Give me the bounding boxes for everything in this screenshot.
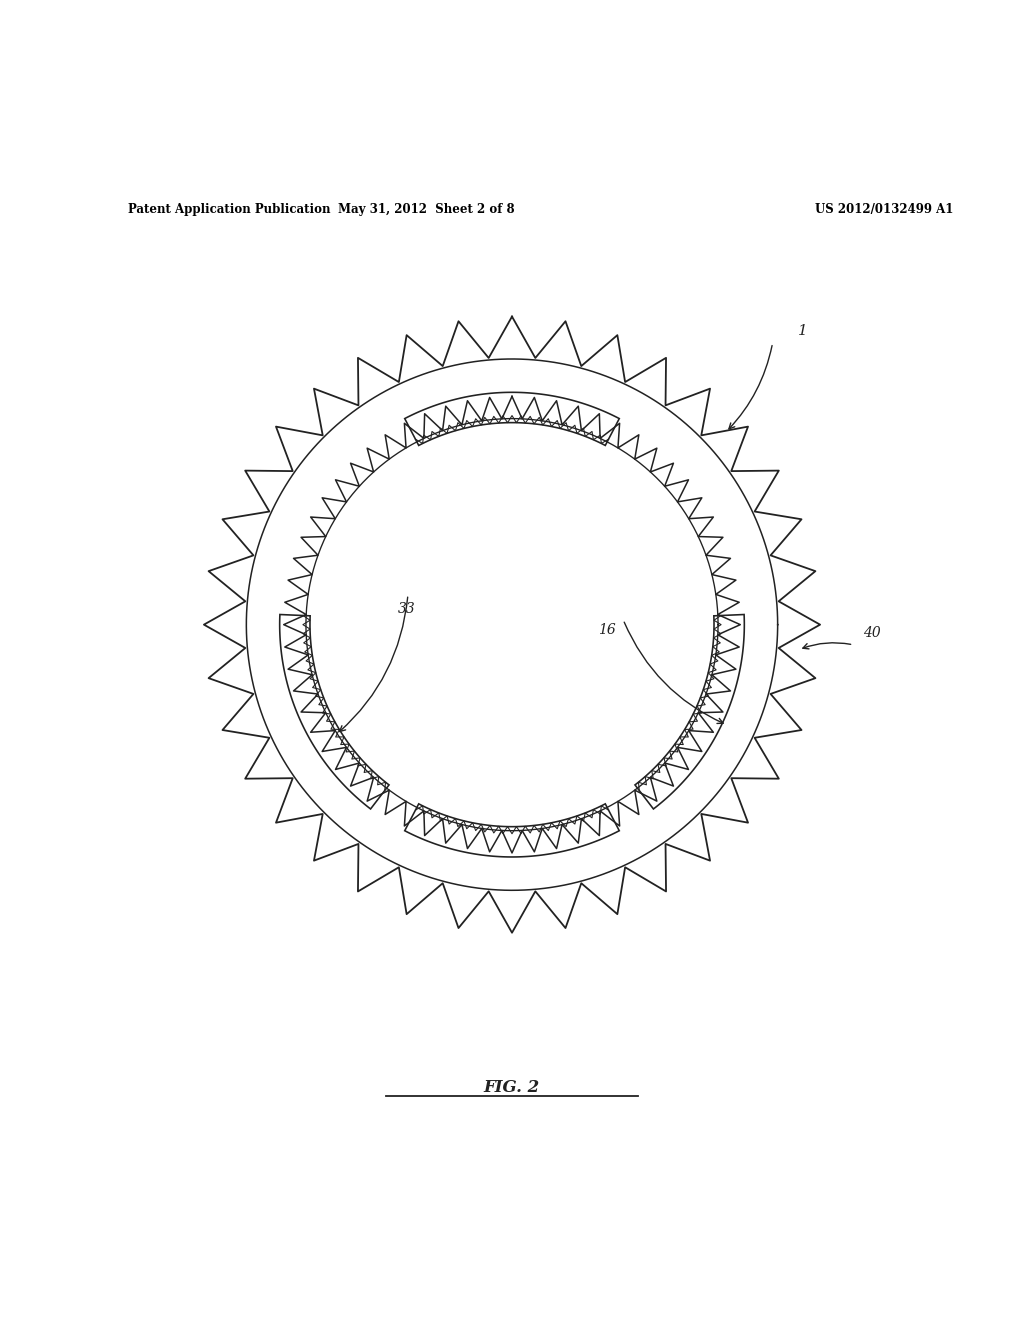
Text: FIG. 2: FIG. 2 [484, 1078, 540, 1096]
Text: US 2012/0132499 A1: US 2012/0132499 A1 [815, 203, 953, 216]
Text: 16: 16 [598, 623, 615, 636]
Polygon shape [280, 615, 389, 809]
Polygon shape [404, 392, 620, 445]
Polygon shape [635, 615, 744, 809]
Text: 40: 40 [863, 626, 882, 640]
Text: May 31, 2012  Sheet 2 of 8: May 31, 2012 Sheet 2 of 8 [338, 203, 514, 216]
Text: 1: 1 [798, 323, 808, 338]
Text: Patent Application Publication: Patent Application Publication [128, 203, 331, 216]
Polygon shape [404, 804, 620, 857]
Text: 33: 33 [398, 602, 416, 616]
